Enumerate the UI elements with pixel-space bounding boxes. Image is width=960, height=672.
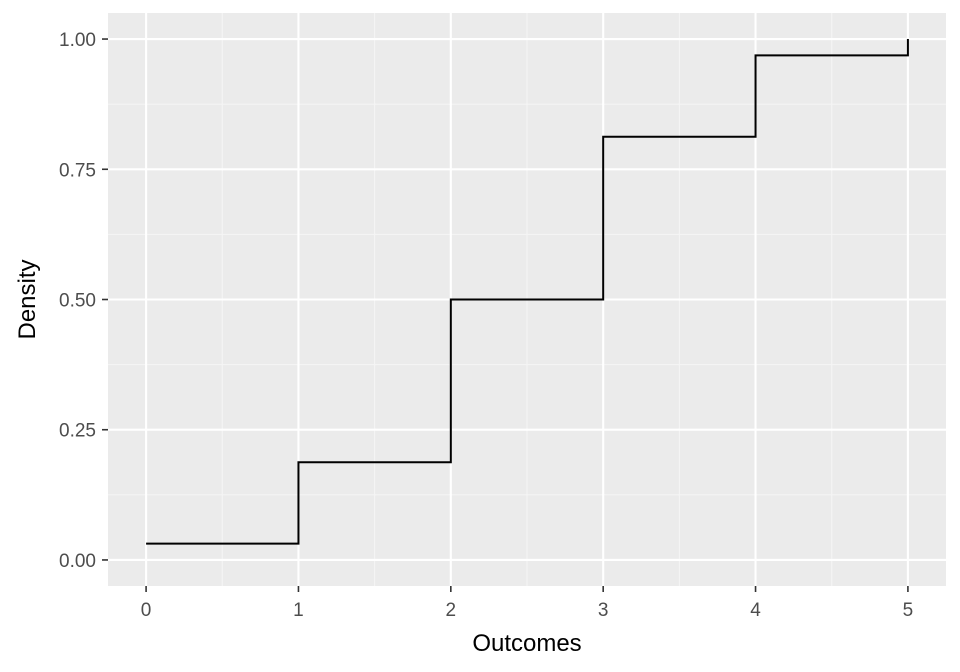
x-tick-label: 4: [750, 600, 761, 621]
y-tick-label: 0.25: [59, 421, 96, 442]
x-axis: 0 1 2 3 4 5: [141, 586, 913, 621]
y-axis-title: Density: [14, 259, 41, 339]
y-axis: 0.00 0.25 0.50 0.75 1.00: [59, 30, 108, 572]
x-tick-label: 0: [141, 600, 152, 621]
y-tick-label: 1.00: [59, 30, 96, 51]
x-tick-label: 2: [446, 600, 457, 621]
y-tick-label: 0.50: [59, 291, 96, 312]
step-series-line: [146, 39, 909, 545]
series-layer: [146, 39, 909, 545]
x-axis-title: Outcomes: [472, 630, 581, 657]
x-tick-label: 3: [598, 600, 609, 621]
x-tick-label: 1: [293, 600, 304, 621]
y-tick-label: 0.00: [59, 551, 96, 572]
y-tick-label: 0.75: [59, 160, 96, 181]
x-tick-label: 5: [903, 600, 914, 621]
